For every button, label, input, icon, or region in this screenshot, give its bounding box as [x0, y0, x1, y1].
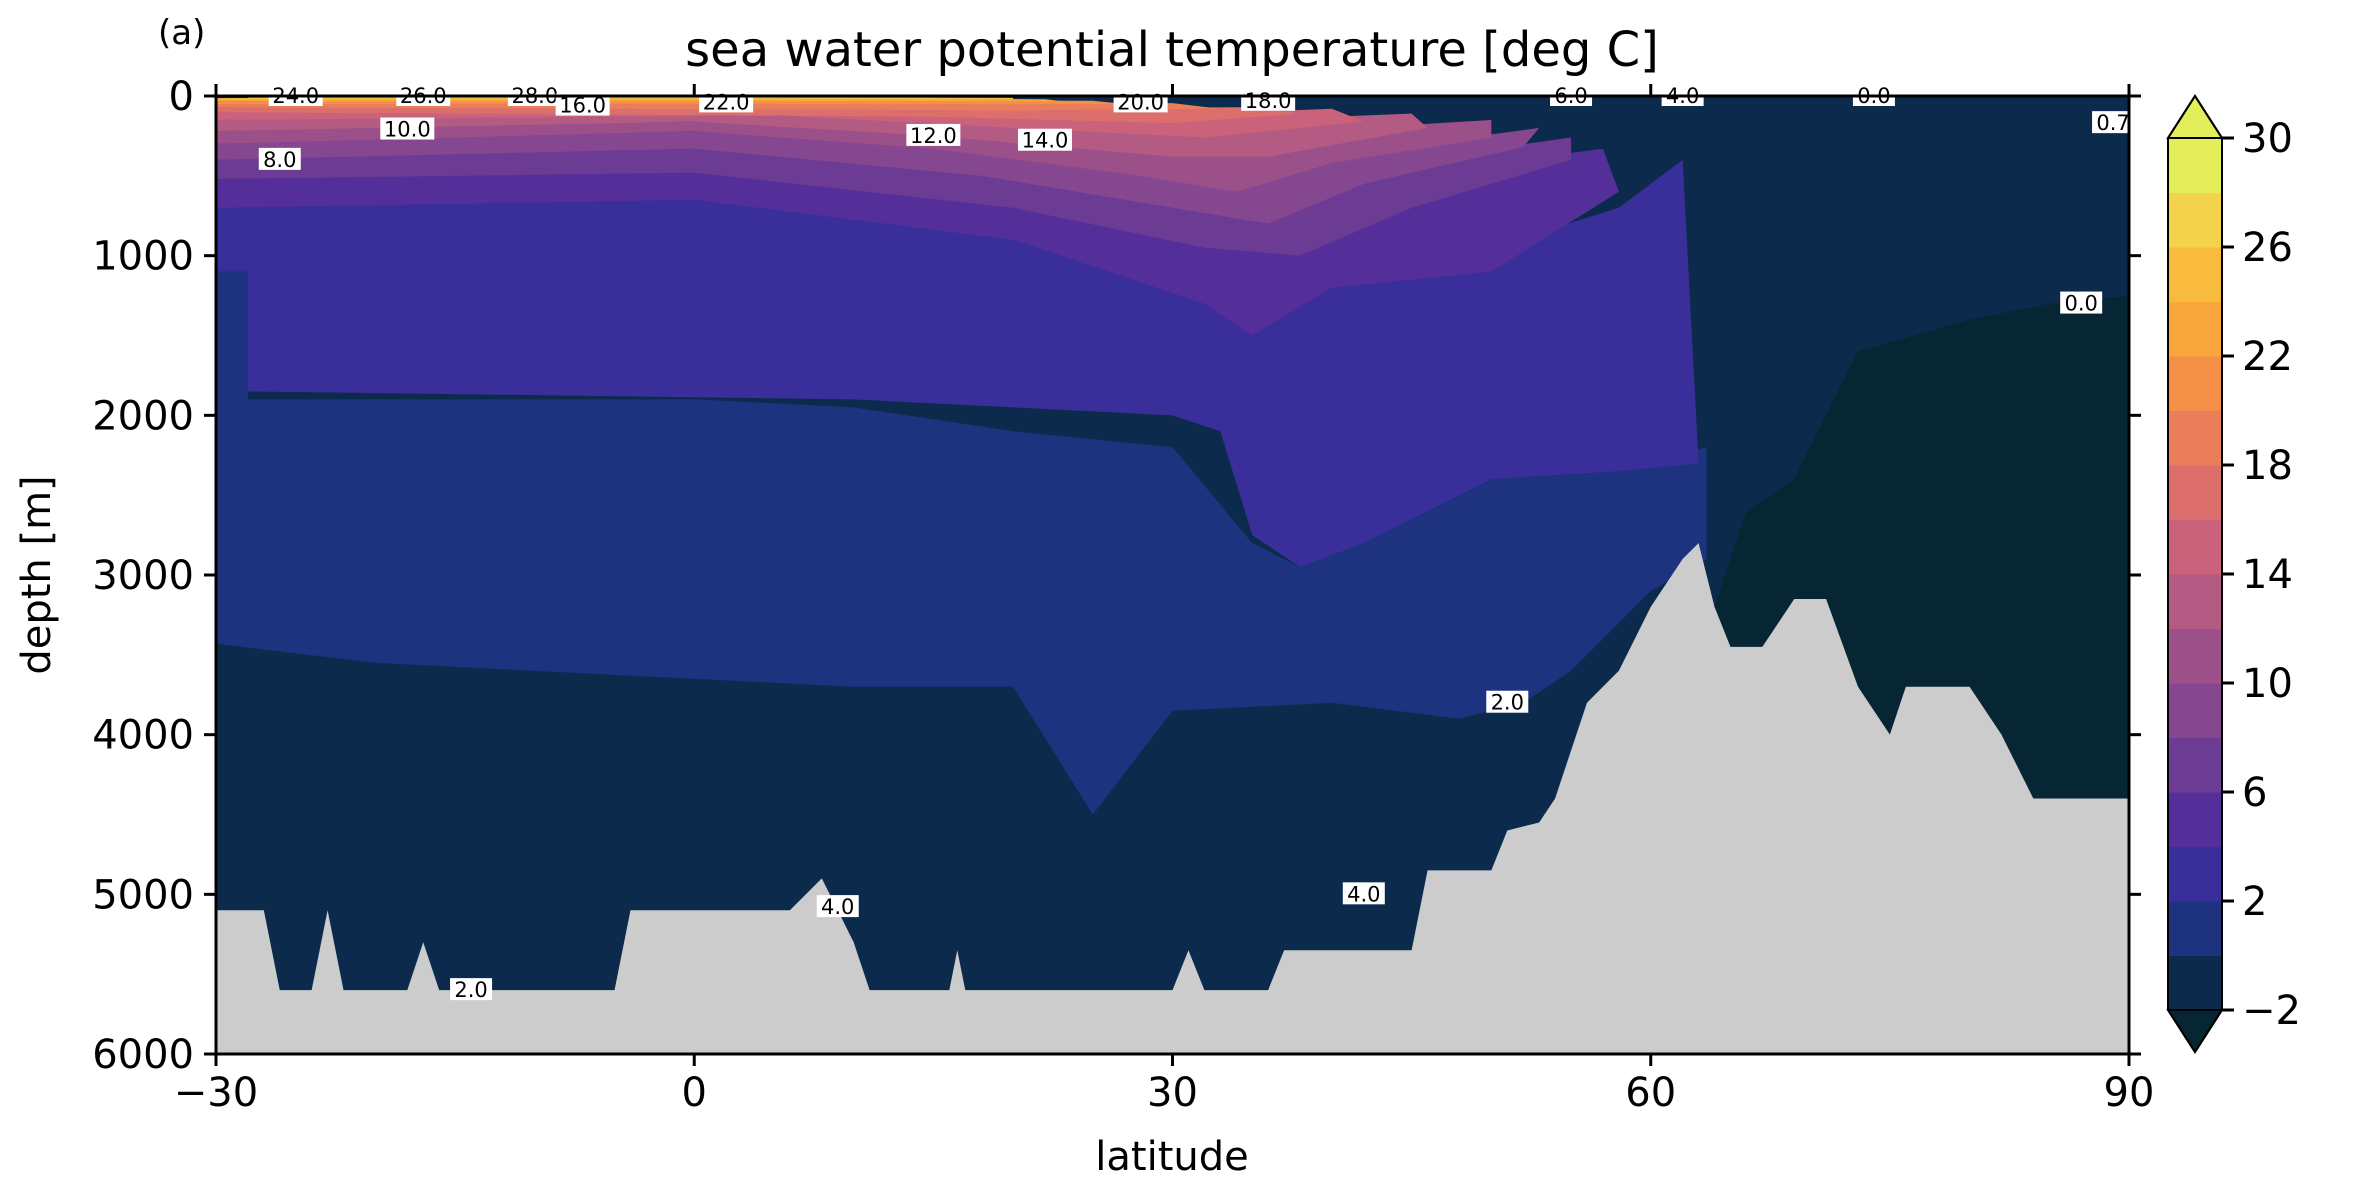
contour-label: 20.0: [1113, 90, 1168, 114]
contour-label: 4.0: [816, 895, 859, 919]
contour-label-text: 8.0: [263, 148, 296, 172]
colorbar-tick-label: 26: [2242, 225, 2293, 271]
colorbar-extend-max: [2166, 94, 2224, 139]
contour-label: 22.0: [699, 90, 754, 114]
contour-label: 2.0: [1486, 690, 1529, 715]
colorbar-extend-min: [2166, 1009, 2224, 1054]
colorbar-swatch: [2168, 792, 2222, 847]
contour-label: 16.0: [555, 93, 610, 118]
colorbar-swatch: [2168, 247, 2222, 302]
colorbar-tick-label: 10: [2242, 661, 2293, 707]
colorbar-swatch: [2168, 192, 2222, 248]
contour-label: 4.0: [1342, 882, 1385, 906]
contour-label: 18.0: [1241, 88, 1296, 113]
x-tick-label: 60: [1625, 1070, 1676, 1116]
colorbar-swatch: [2168, 519, 2222, 575]
y-tick-label: 2000: [92, 393, 194, 439]
panel-label: (a): [158, 13, 205, 53]
contour-label-text: 20.0: [1117, 90, 1164, 114]
y-tick-label: 3000: [92, 553, 194, 599]
contour-label: 0.0: [2060, 291, 2103, 316]
y-axis: 0 1000 2000 3000 4000 5000 6000: [92, 74, 2141, 1078]
x-axis-label: latitude: [1095, 1134, 1248, 1180]
colorbar-swatch: [2168, 465, 2222, 520]
contour-label-text: 18.0: [1245, 89, 1292, 113]
colorbar-swatch: [2168, 410, 2222, 466]
contour-label: 14.0: [1017, 128, 1072, 153]
contour-label: 2.0: [450, 978, 493, 1002]
colorbar-swatch: [2168, 574, 2222, 629]
contour-label-text: 4.0: [821, 895, 854, 919]
colorbar-tick-label: 22: [2242, 334, 2293, 380]
x-tick-label: 90: [2104, 1070, 2155, 1116]
colorbar-swatch: [2168, 628, 2222, 684]
colorbar-tick-label: −2: [2242, 988, 2301, 1034]
y-tick-label: 5000: [92, 872, 194, 918]
x-axis: −30 0 30 60 90: [174, 84, 2155, 1116]
contour-label: 10.0: [380, 117, 435, 142]
contour-label-text: 0.7: [2096, 111, 2129, 135]
colorbar-swatch: [2168, 301, 2222, 357]
colorbar-swatch: [2168, 737, 2222, 793]
contour-label-text: 12.0: [910, 124, 957, 148]
colorbar-tick-label: 2: [2242, 879, 2267, 925]
contour-label-text: 4.0: [1347, 882, 1380, 906]
colorbar-swatch: [2168, 683, 2222, 738]
x-tick-label: 0: [682, 1070, 707, 1116]
colorbar-swatch: [2168, 138, 2222, 193]
contour-label: 12.0: [906, 123, 961, 148]
colorbar-swatch: [2168, 356, 2222, 411]
y-axis-label: depth [m]: [14, 475, 60, 674]
contour-band: [216, 271, 1707, 815]
y-tick-label: 1000: [92, 234, 194, 280]
contour-label-text: 14.0: [1022, 129, 1069, 153]
x-tick-label: 30: [1147, 1070, 1198, 1116]
contour-label-text: 2.0: [1491, 691, 1524, 715]
colorbar-tick-label: 18: [2242, 443, 2293, 489]
colorbar-tick-label: 30: [2242, 116, 2293, 162]
y-tick-label: 0: [169, 74, 194, 120]
contour-label-text: 2.0: [454, 978, 487, 1002]
contour-labels: 24.0 26.0 28.0 16.0 22.0 20.0 18.0 6.0 4.0 0.00.7…: [258, 84, 2135, 1002]
y-tick-label: 6000: [92, 1032, 194, 1078]
land-mask: [216, 543, 2129, 1054]
contour-label-text: 16.0: [559, 94, 606, 118]
contour-label-text: 0.0: [2064, 292, 2097, 316]
x-tick-label: −30: [174, 1070, 258, 1116]
contour-label-text: 10.0: [384, 118, 431, 142]
contour-label: 8.0: [258, 147, 301, 172]
plot-area: [216, 96, 2129, 1054]
contour-label-text: 22.0: [703, 90, 750, 114]
colorbar-swatch: [2168, 901, 2222, 956]
chart-title: sea water potential temperature [deg C]: [685, 22, 1659, 78]
contour-label: 0.7: [2092, 111, 2135, 135]
colorbar-swatch: [2168, 955, 2222, 1011]
colorbar-tick-label: 14: [2242, 552, 2293, 598]
y-tick-label: 4000: [92, 713, 194, 759]
colorbar-swatch: [2168, 846, 2222, 902]
colorbar-tick-label: 6: [2242, 770, 2267, 816]
